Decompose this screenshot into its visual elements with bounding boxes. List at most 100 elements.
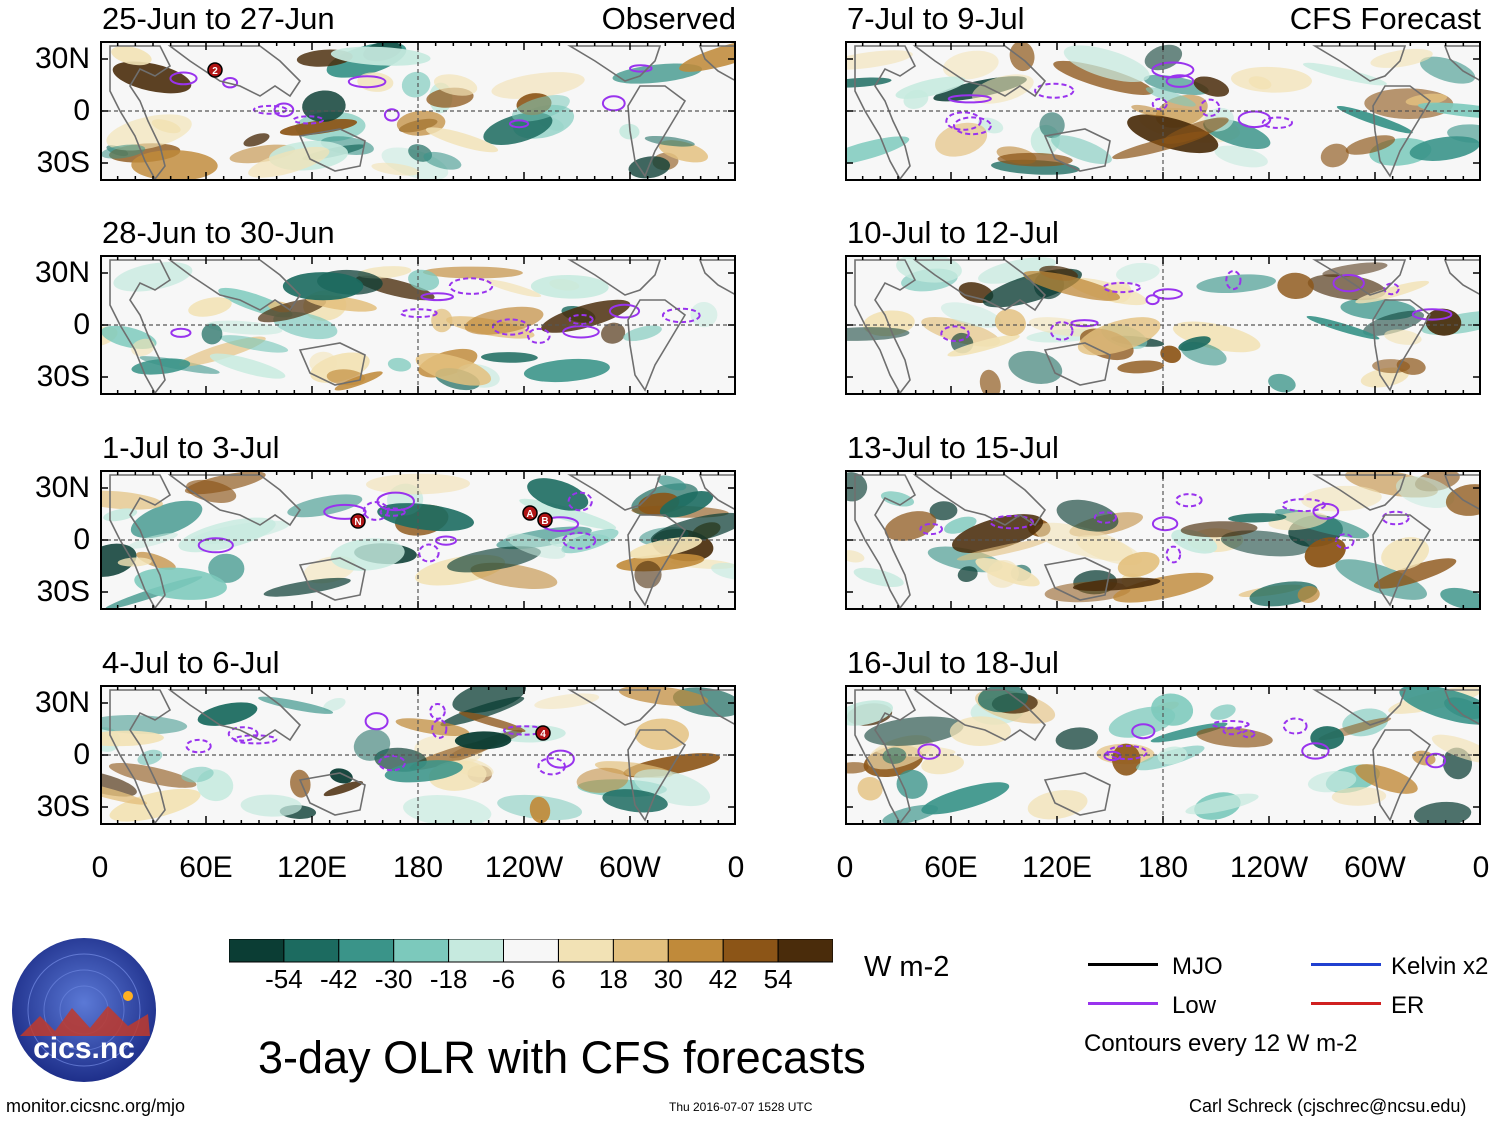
- continent-outline: [912, 45, 1047, 98]
- continent-outline: [1312, 259, 1407, 296]
- continent-outline: [1372, 514, 1432, 607]
- olr-anomaly-map: N AB: [100, 470, 736, 610]
- legend-er-label: ER: [1391, 992, 1425, 1019]
- colorbar-swatch: [722, 939, 779, 963]
- olr-anomaly-region: [845, 472, 868, 502]
- olr-anomaly-region: [423, 151, 462, 170]
- continent-outline: [298, 342, 366, 386]
- olr-anomaly-region: [1196, 274, 1276, 294]
- olr-anomaly-region: [127, 532, 178, 549]
- continent-outline: [567, 259, 662, 296]
- colorbar-swatch: [393, 939, 450, 963]
- olr-anomaly-region: [258, 696, 334, 714]
- low-contour: [233, 734, 278, 745]
- olr-anomaly-region: [864, 716, 964, 746]
- storm-marker: 2: [207, 62, 223, 78]
- olr-anomaly-region: [1307, 274, 1386, 301]
- olr-anomaly-region: [1355, 280, 1430, 304]
- olr-anomaly-map: [845, 470, 1481, 610]
- low-contour: [1165, 545, 1182, 564]
- svg-text:2: 2: [212, 66, 218, 77]
- lat-tick-label: 0: [73, 308, 90, 341]
- continent-outline: [1372, 299, 1432, 392]
- low-contour: [1282, 717, 1308, 735]
- svg-text:A: A: [526, 509, 533, 520]
- olr-anomaly-region: [100, 490, 163, 510]
- continent-outline: [298, 557, 366, 601]
- low-contour: [376, 491, 416, 512]
- continent-outline: [854, 474, 917, 610]
- olr-anomaly-region: [857, 776, 883, 801]
- olr-anomaly-region: [1395, 476, 1455, 508]
- low-contour: [953, 116, 992, 136]
- svg-text:4: 4: [540, 729, 546, 740]
- low-contour: [1301, 742, 1330, 760]
- panel-period-title: 7-Jul to 9-Jul: [847, 1, 1025, 36]
- continent-outline: [167, 689, 302, 742]
- olr-anomaly-region: [100, 770, 137, 797]
- lon-tick-label: 120W: [1229, 851, 1309, 884]
- low-contour: [509, 119, 530, 129]
- olr-anomaly-region: [1362, 310, 1425, 337]
- continent-outline: [1443, 259, 1481, 296]
- olr-anomaly-region: [845, 136, 910, 166]
- olr-anomaly-map: 2: [100, 41, 736, 181]
- continent-outline: [1372, 85, 1432, 178]
- continent-outline: [698, 689, 736, 726]
- colorbar-swatch: [612, 939, 669, 963]
- olr-anomaly-region: [1055, 727, 1099, 750]
- colorbar-level-label: -30: [374, 964, 413, 994]
- low-contour: [562, 531, 597, 550]
- logo-text: cics.nc: [33, 1032, 135, 1065]
- olr-anomaly-region: [1150, 722, 1228, 743]
- legend-kelvin-label: Kelvin x2: [1391, 953, 1489, 980]
- low-contour: [1131, 723, 1156, 740]
- continent-outline: [627, 85, 687, 178]
- olr-anomaly-region: [1112, 131, 1210, 160]
- olr-anomaly-region: [185, 479, 237, 503]
- panel-period-title: 28-Jun to 30-Jun: [102, 215, 335, 250]
- low-contour: [629, 64, 653, 73]
- olr-anomaly-region: [282, 272, 364, 301]
- olr-anomaly-map: [845, 685, 1481, 825]
- olr-anomaly-region: [1425, 308, 1462, 336]
- olr-anomaly-region: [977, 685, 1029, 713]
- mjo-line-swatch: [1088, 963, 1158, 966]
- olr-anomaly-region: [415, 352, 492, 386]
- continent-outline: [912, 689, 1047, 742]
- olr-anomaly-region: [1157, 746, 1188, 765]
- colorbar-swatch: [448, 939, 505, 963]
- continent-outline: [1312, 689, 1407, 726]
- kelvin-line-swatch: [1311, 963, 1381, 966]
- cics-logo: cics.nc: [10, 936, 158, 1084]
- lon-tick-label: 0: [727, 851, 745, 884]
- olr-anomaly-region: [1396, 357, 1426, 375]
- olr-anomaly-region: [323, 781, 364, 797]
- low-contour: [940, 325, 970, 342]
- olr-anomaly-region: [117, 557, 152, 567]
- olr-anomaly-region: [1117, 551, 1160, 578]
- low-contour: [1151, 61, 1195, 79]
- olr-anomaly-region: [201, 323, 223, 345]
- continent-outline: [1372, 729, 1432, 822]
- olr-anomaly-region: [1172, 321, 1261, 353]
- olr-anomaly-region: [1178, 336, 1211, 351]
- low-contour: [1175, 493, 1203, 508]
- colorbar-level-label: 42: [708, 964, 738, 994]
- continent-outline: [698, 45, 736, 82]
- colorbar-level-label: -42: [320, 964, 358, 994]
- low-contour: [1281, 498, 1326, 513]
- colorbar-level-label: 30: [653, 964, 683, 994]
- low-contour: [1165, 74, 1195, 88]
- colorbar-swatch: [777, 939, 833, 963]
- olr-anomaly-region: [130, 500, 203, 539]
- olr-anomaly-region: [1228, 513, 1287, 523]
- continent-outline: [1043, 772, 1111, 816]
- continent-outline: [167, 474, 302, 527]
- olr-anomaly-region: [302, 90, 346, 122]
- panel-period-title: 16-Jul to 18-Jul: [847, 645, 1059, 680]
- low-contour: [418, 543, 440, 563]
- olr-anomaly-region: [527, 478, 589, 511]
- olr-anomaly-region: [1151, 693, 1194, 726]
- olr-anomaly-region: [711, 562, 736, 580]
